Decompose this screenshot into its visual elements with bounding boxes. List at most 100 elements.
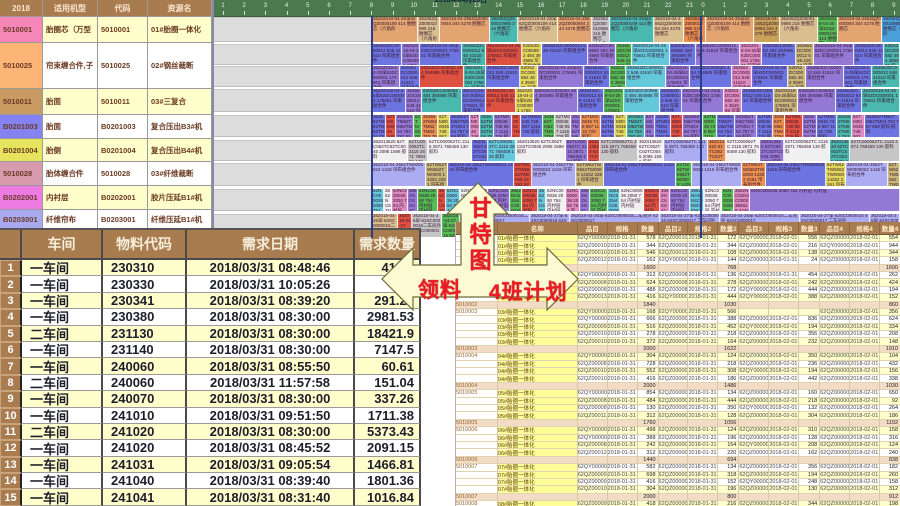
gantt-task-block[interactable]: 62NC000036 2050 754 内衬层 内衬层	[750, 189, 900, 211]
machine-row[interactable]: B0203001 纤维帘布 B0203001 纤维压延B1#机	[0, 210, 212, 229]
plan-row[interactable]: 06#胎圈一体化62QZ00012162018-01-3131262QZ0000…	[456, 449, 900, 457]
gantt-task-block[interactable]: 362018-04-2562TW0000024 1416 帘布组合件	[448, 163, 514, 186]
gantt-task-block[interactable]: 62D62DC000682 484 394985 帘束组合件	[420, 66, 464, 87]
gantt-task-block[interactable]: 62TM000045 748 957 1116 728 胶料	[703, 115, 717, 137]
plan-row[interactable]: 06#胎圈一体化62QY00000422018-01-3138862QZ0000…	[456, 434, 900, 442]
gantt-task-block[interactable]: 36202018-04-25早62DC000001 175601 帘束组合件	[604, 89, 624, 112]
gantt-task-block[interactable]: 62TW62TW5562TW0000 14252 2261 帘布组合件	[576, 163, 604, 186]
gantt-task-block[interactable]: 62TM000045 748 957 1116 728 胶料	[414, 115, 422, 137]
gantt-task-block[interactable]: 62TW62TW5562TW0000 14252 2261 帘布组合件	[742, 163, 766, 186]
plan-subtotal-row[interactable]: 5010007 2000 800 912	[456, 493, 900, 502]
gantt-task-block[interactable]: 62TM000045 748 957 1116 728 胶料	[438, 115, 450, 137]
gantt-task-block[interactable]: 62NC000036 2050 754 内衬层 内衬层	[566, 189, 580, 211]
gantt-task-block[interactable]: 62TM000045 748 957 1116 728 胶料	[817, 115, 837, 137]
gantt-task-block[interactable]: 36202018-04-25早62DC000001 175601 帘束组合件	[752, 66, 788, 87]
gantt-task-block[interactable]: 62TW62TW5562TW0000 14252 2261 帘布组合件	[826, 163, 846, 186]
plan-row[interactable]: 04#胎圈一体化62QZ00010982018-01-3141662QZ0000…	[456, 375, 900, 383]
machine-table[interactable]: 2018 适用机型 代码 资源名 5010001 胎圈芯（万型 5010001 01#胎圈一体…	[0, 0, 214, 229]
gantt-task-block[interactable]: 363662TM62TM62TM04 753 797 859 胶料 胶料	[837, 115, 852, 137]
plan-row[interactable]: 07#胎圈一体化62QZ00009182018-01-3141662QZ0000…	[456, 478, 900, 487]
row-number-cell[interactable]: 10	[0, 407, 22, 424]
machine-row[interactable]: B0202001 内衬层 B0202001 胶片压延B1#机	[0, 186, 212, 210]
gantt-task-block[interactable]: 36202018-04-25早62DC000001 175601 帘束组合件	[372, 89, 406, 112]
gantt-task-block[interactable]: 36202018-04-25早62DC000001 175601 帘束组合件	[862, 89, 900, 112]
row-number-cell[interactable]: 4	[0, 309, 22, 326]
gantt-task-block[interactable]: 3662NC62N4C0000365628 47467759 内衬层	[580, 189, 590, 211]
gantt-task-block[interactable]: 363662DC0000012 548 41510 帘束组合件	[486, 66, 520, 87]
plan-row[interactable]: 501000606#胎圈一体化62QY00000352018-01-314986…	[456, 427, 900, 435]
gantt-task-block[interactable]: 62D62DC000682 484 394985 帘束组合件	[724, 89, 742, 112]
pick-row[interactable]: 12 一车间 241020 2018/03/31 08:45:52 2091.15	[0, 440, 421, 457]
gantt-task-block[interactable]: 62D62DC000682 484 394985 帘束组合件	[520, 66, 538, 87]
gantt-task-block[interactable]: 3662NC62N4C0000365628 47467759 内衬层	[660, 189, 670, 211]
gantt-task-block[interactable]: 362013620 62TC062TC62TC0045 2095 1598 胶料	[760, 140, 784, 161]
gantt-task-block[interactable]: 62TC000062TC 2115 2871 768459 130 胶料	[428, 140, 472, 161]
gantt-task-block[interactable]: 3662NC62N4C0000365628 47467759 内衬层	[438, 189, 446, 211]
gantt-task-block[interactable]: 36202018-04-25早62QZ0000109 414 胎圈芯（六角形	[610, 17, 654, 42]
pick-row[interactable]: 9 一车间 240070 2018/03/31 08:30:00 337.26	[0, 391, 421, 408]
gantt-task-block[interactable]: 363662TM62TM62TM04 753 797 859 胶料 胶料	[683, 115, 703, 137]
gantt-task-block[interactable]: 362013620 62TC062TC62TC0045 2095 1598 胶料	[708, 140, 726, 161]
gantt-task-block[interactable]: 363662TM62TM62TM04 753 797 859 胶料 胶料	[717, 115, 735, 137]
gantt-task-block[interactable]: 363662TM62TM62TM04 753 797 859 胶料 胶料	[543, 115, 555, 137]
gantt-task-block[interactable]: 362062QZ000010985 216 胎圈芯（六角形	[490, 17, 518, 42]
gantt-task-block[interactable]: 62NC000036 2050 754 内衬层 内衬层	[620, 189, 644, 211]
pick-row[interactable]: 3 一车间 230341 2018/03/31 08:39:20 291.23	[0, 292, 421, 310]
gantt-task-block[interactable]: 36202018-04-25早62QZ0000109 414 胎圈芯（六角形	[518, 17, 558, 42]
gantt-task-block[interactable]: 362062QZ000010985 216 胎圈芯（六角形	[592, 17, 610, 42]
gantt-task-block[interactable]: 36202018-04-25早62DC000001 175601 帘束组合件	[516, 89, 534, 112]
machine-row[interactable]: 5010001 胎圈芯（万型 5010001 01#胎圈一体化	[0, 17, 212, 43]
gantt-task-block[interactable]: 62D62DC000682 484 394985 帘束组合件	[798, 89, 836, 112]
gantt-task-block[interactable]: 62TC000062TC 2115 2871 768459 130 胶料	[600, 140, 638, 161]
gantt-task-block[interactable]: 62NC000036 2050 754 内衬层 内衬层	[722, 189, 734, 211]
gantt-task-block[interactable]: 363662DC0000012 548 41510 帘束组合件	[400, 66, 420, 87]
plan-subtotal-row[interactable]: 5010005 1760 1056 1192	[456, 419, 900, 428]
gantt-task-block[interactable]: 362018-04-2562QZ0000094 344 4278 胎圈芯	[754, 17, 780, 42]
machine-row[interactable]: B0201003 胎面 B0201003 复合压出B3#机	[0, 115, 212, 139]
row-number-cell[interactable]: 2	[0, 276, 22, 293]
gantt-task-block[interactable]: 362018-04-2562TW0000024 1416 帘布组合件	[604, 163, 676, 186]
gantt-task-block[interactable]: 362062QZ000010985 216 胎圈芯（六角形	[780, 17, 818, 42]
plan-row[interactable]: 501000404#胎圈一体化62QY00000402018-01-313046…	[456, 353, 900, 361]
gantt-task-block[interactable]: 362018-04-2562QZ0000094 344 4278 胎圈芯	[838, 17, 882, 42]
gantt-task-block[interactable]: 62TM000045 748 957 1116 728 胶料	[494, 115, 512, 137]
gantt-task-block[interactable]: 363662TM62TM62TM04 753 797 859 胶料 胶料	[655, 115, 671, 137]
pick-row[interactable]: 2 一车间 230330 2018/03/31 10:05:26	[0, 276, 421, 293]
gantt-task-block[interactable]: 363662TM62TM62TM04 753 797 859 胶料 胶料	[627, 115, 645, 137]
gantt-task-block[interactable]: 62NC000036 2050 754 内衬层 内衬层	[372, 189, 384, 211]
gantt-task-block[interactable]: 362013620 62TC062TC62TC0045 2095 1598 胶料	[372, 140, 408, 161]
row-number-cell[interactable]: 9	[0, 391, 22, 408]
gantt-task-block[interactable]: 363662DC0000012 548 41510 帘束组合件	[626, 66, 666, 87]
gantt-task-block[interactable]: 3662NC62N4C0000365628 47467759 内衬层	[384, 189, 392, 211]
gantt-task-block[interactable]: 62D62DC000682 484 394985 帘束组合件	[588, 44, 616, 65]
gantt-task-block[interactable]: 62NC000036 2050 754 内衬层 内衬层	[418, 189, 438, 211]
gantt-task-block[interactable]: 62D62DC000682 484 394985 帘束组合件	[610, 66, 626, 87]
gantt-task-block[interactable]: 363662DC0000012 548 41510 帘束组合件	[406, 89, 422, 112]
plan-row[interactable]: 01#胎圈一体化62QY00000012018-01-3157862QZ0001…	[456, 235, 900, 243]
gantt-time-ruler[interactable]: 2018年04月26日 1 2 3 4 5 6 7 8 9 10 11 12 13 14 15 16 17 18 1…	[213, 0, 900, 17]
row-number-cell[interactable]: 8	[0, 374, 22, 392]
gantt-task-block[interactable]: 62TW62TW5562TW0000 14252 2261 帘布组合件	[676, 163, 692, 186]
gantt-task-block[interactable]: 62TW62TW5562TW0000 14252 2261 帘布组合件	[888, 163, 900, 186]
gantt-task-block[interactable]: 62D62DC000682 484 394985 帘束组合件	[884, 44, 900, 65]
plan-subtotal-row[interactable]: 5010006 1440 694 838	[456, 456, 900, 465]
gantt-task-block[interactable]: 363662TM62TM62TM04 753 797 859 胶料 胶料	[865, 115, 900, 137]
gantt-task-block[interactable]: 62D62DC000682 484 394985 帘束组合件	[534, 89, 578, 112]
machine-row[interactable]: B0201004 胎侧 B0201004 复合压出B4#机	[0, 139, 212, 162]
gantt-task-block[interactable]: 363662TM62TM62TM04 753 797 859 胶料 胶料	[372, 115, 386, 137]
plan-row[interactable]: 501000505#胎圈一体化62QY00000242018-01-318546…	[456, 390, 900, 398]
row-number-cell[interactable]: 3	[0, 292, 22, 310]
plan-row[interactable]: 01#胎圈一体化62QZ00010562018-01-3134462QZ0000…	[456, 242, 900, 250]
gantt-task-block[interactable]: 36202018-04-25早62DC000001 175601 帘束组合件	[372, 66, 400, 87]
plan-subtotal-row[interactable]: 5010004 2000 1486 1030	[456, 382, 900, 391]
gantt-task-block[interactable]: 3662NC62N4C0000365628 47467759 内衬层	[734, 189, 750, 211]
gantt-task-block[interactable]: 62NC000036 2050 754 内衬层 内衬层	[670, 189, 690, 211]
plan-row[interactable]: 05#胎圈一体化62QZ00011312018-01-3131262QZ0000…	[456, 412, 900, 420]
row-number-cell[interactable]: 7	[0, 358, 22, 375]
pick-row[interactable]: 6 一车间 231140 2018/03/31 08:30:00 7147.5	[0, 341, 421, 359]
plan-row[interactable]: 03#胎圈一体化62QZ00009542018-01-3151662QZ0000…	[456, 323, 900, 332]
gantt-task-block[interactable]: 62D62DC000682 484 394985 帘束组合件	[522, 44, 542, 65]
gantt-task-block[interactable]: 363662TM62TM62TM04 753 797 859 胶料 胶料	[773, 115, 785, 137]
gantt-task-block[interactable]: 362013620 62TC062TC62TC0045 2095 1598 胶料	[472, 140, 488, 161]
gantt-task-block[interactable]: 363662TM62TM62TM04 753 797 859 胶料 胶料	[601, 115, 615, 137]
